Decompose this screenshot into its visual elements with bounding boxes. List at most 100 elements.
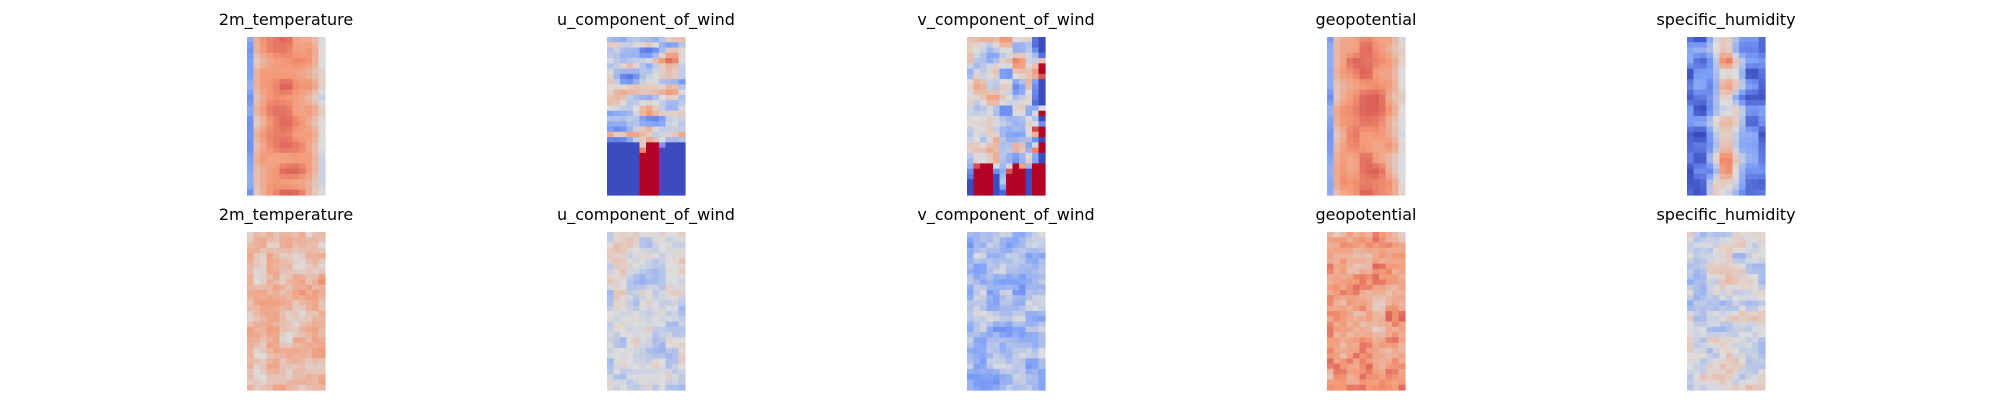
heatmap-cell <box>1359 179 1367 186</box>
heatmap-cell <box>1353 168 1361 175</box>
heatmap-cell <box>1398 347 1406 354</box>
heatmap-cell <box>967 100 975 107</box>
heatmap-cell <box>1392 274 1400 280</box>
heatmap-cell <box>312 94 320 101</box>
heatmap-cell <box>1019 295 1027 302</box>
heatmap-cell <box>1353 321 1361 328</box>
heatmap-cell <box>659 342 667 349</box>
heatmap-cell <box>1038 84 1046 91</box>
heatmap-cell <box>1038 79 1046 85</box>
heatmap-cell <box>1353 247 1361 254</box>
heatmap-cell <box>1385 121 1393 128</box>
heatmap-cell <box>665 94 673 101</box>
heatmap-cell <box>1693 110 1701 117</box>
heatmap-cell <box>613 300 621 307</box>
heatmap-cell <box>299 137 307 143</box>
heatmap-cell <box>273 274 281 280</box>
heatmap-cell <box>273 189 281 196</box>
heatmap-cell <box>967 368 975 375</box>
heatmap-cell <box>613 368 621 375</box>
heatmap-cell <box>1006 384 1014 391</box>
heatmap-cell <box>305 295 313 302</box>
heatmap-cell <box>626 274 634 280</box>
heatmap-cell <box>286 279 294 286</box>
heatmap-cell <box>286 353 294 359</box>
heatmap-cell <box>993 147 1001 154</box>
heatmap-cell <box>266 121 274 128</box>
heatmap-cell <box>266 110 274 117</box>
heatmap-cell <box>967 158 975 164</box>
heatmap-cell <box>1353 258 1361 265</box>
heatmap-cell <box>1719 184 1727 191</box>
heatmap-cell <box>1713 311 1721 317</box>
heatmap-cell <box>1366 131 1374 138</box>
heatmap-cell <box>1038 152 1046 159</box>
heatmap-cell <box>1346 121 1354 128</box>
heatmap-cell <box>299 253 307 259</box>
heatmap-cell <box>1019 347 1027 354</box>
heatmap-cell <box>1398 68 1406 75</box>
heatmap-cell <box>1359 358 1367 365</box>
heatmap-cell <box>1392 253 1400 259</box>
heatmap-cell <box>678 247 686 254</box>
heatmap-cell <box>646 126 654 133</box>
heatmap-cell <box>993 68 1001 75</box>
heatmap-cell <box>1700 137 1708 143</box>
heatmap-cell <box>266 163 274 170</box>
heatmap-cell <box>678 158 686 164</box>
heatmap-cell <box>1006 52 1014 59</box>
heatmap-cell <box>1346 300 1354 307</box>
heatmap-cell <box>973 353 981 359</box>
heatmap-cell <box>1713 316 1721 323</box>
heatmap-cell <box>253 326 261 333</box>
heatmap-cell <box>639 94 647 101</box>
heatmap-cell <box>633 242 641 249</box>
heatmap-cell <box>1359 232 1367 238</box>
heatmap-cell <box>659 368 667 375</box>
heatmap-cell <box>1758 47 1766 54</box>
heatmap-cell <box>1713 263 1721 270</box>
heatmap-cell <box>260 116 268 122</box>
heatmap-cell <box>652 63 660 70</box>
heatmap-cell <box>1012 379 1020 386</box>
heatmap-cell <box>273 137 281 143</box>
heatmap-cell <box>1752 321 1760 328</box>
panel-1: u_component_of_wind <box>557 10 735 196</box>
heatmap-cell <box>633 295 641 302</box>
heatmap-cell <box>1366 305 1374 312</box>
heatmap-cell <box>305 347 313 354</box>
heatmap-cell <box>1732 68 1740 75</box>
heatmap-cell <box>639 368 647 375</box>
heatmap-cell <box>646 289 654 296</box>
heatmap-cell <box>665 332 673 338</box>
heatmap-cell <box>1706 342 1714 349</box>
heatmap-cell <box>1706 152 1714 159</box>
heatmap-cell <box>279 105 287 112</box>
heatmap-cell <box>1327 237 1335 244</box>
heatmap-cell <box>260 58 268 64</box>
heatmap-cell <box>299 311 307 317</box>
heatmap-cell <box>1032 89 1040 96</box>
heatmap-cell <box>1700 94 1708 101</box>
heatmap-cell <box>279 100 287 107</box>
heatmap-cell <box>999 79 1007 85</box>
heatmap-cell <box>1019 242 1027 249</box>
heatmap-cell <box>253 142 261 149</box>
heatmap-cell <box>967 332 975 338</box>
heatmap-cell <box>678 42 686 49</box>
heatmap-cell <box>659 152 667 159</box>
heatmap-cell <box>672 384 680 391</box>
heatmap-cell <box>247 237 255 244</box>
heatmap-cell <box>1366 332 1374 338</box>
heatmap-cell <box>1006 353 1014 359</box>
heatmap-cell <box>247 152 255 159</box>
heatmap-cell <box>999 168 1007 175</box>
heatmap-cell <box>260 168 268 175</box>
heatmap-cell <box>253 168 261 175</box>
heatmap-cell <box>266 368 274 375</box>
heatmap-cell <box>1366 100 1374 107</box>
heatmap-cell <box>1019 284 1027 291</box>
heatmap-cell <box>1752 52 1760 59</box>
heatmap-cell <box>1758 137 1766 143</box>
heatmap-cell <box>1327 137 1335 143</box>
